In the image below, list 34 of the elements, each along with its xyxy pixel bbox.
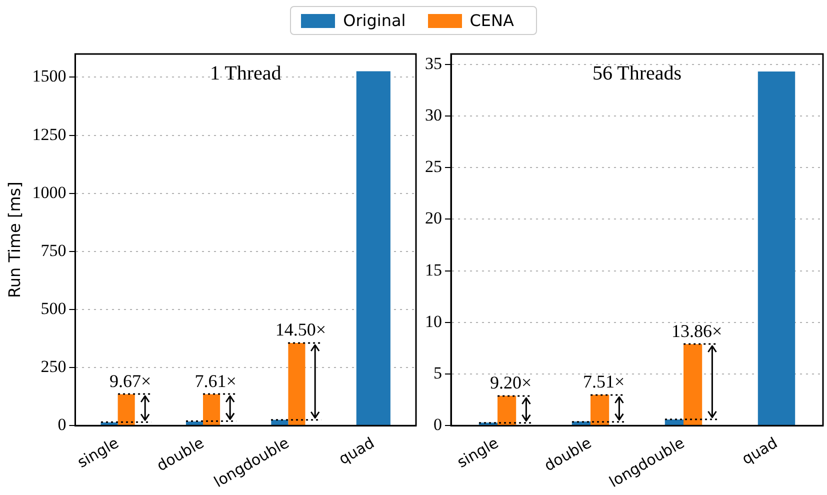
y-tick-label: 1250 <box>32 124 66 144</box>
bar <box>498 396 516 426</box>
annotation: 13.86× <box>671 320 722 341</box>
y-tick-label: 1500 <box>32 66 66 86</box>
annotation: 7.51× <box>582 371 625 392</box>
y-tick-label: 500 <box>40 298 66 318</box>
y-tick-label: 5 <box>434 364 442 383</box>
legend-label: CENA <box>470 11 514 30</box>
y-tick-label: 0 <box>434 415 442 434</box>
y-tick-label: 10 <box>425 312 442 331</box>
annotation: 7.61× <box>194 371 236 392</box>
bar <box>590 394 610 426</box>
chart-title: 56 Threads <box>592 62 682 84</box>
bar <box>288 342 306 426</box>
y-tick-label: 20 <box>425 208 442 228</box>
y-tick-label: 0 <box>58 415 66 434</box>
annotation: 9.67× <box>109 371 152 392</box>
bar <box>203 394 220 426</box>
chart-title: 1 Thread <box>210 62 282 84</box>
legend-label: Original <box>343 11 406 30</box>
y-tick-label: 30 <box>425 105 442 124</box>
bar <box>271 420 288 426</box>
bar <box>684 344 702 426</box>
y-tick-label: 1000 <box>32 182 66 202</box>
y-tick-label: 35 <box>425 54 442 73</box>
y-tick-label: 250 <box>40 357 66 376</box>
y-axis-title: Run Time [ms] <box>4 182 24 298</box>
y-tick-label: 15 <box>425 260 442 280</box>
y-tick-label: 25 <box>425 157 442 176</box>
bar <box>664 419 684 426</box>
annotation: 14.50× <box>275 320 326 340</box>
y-tick-label: 750 <box>40 240 66 260</box>
annotation: 9.20× <box>490 372 532 392</box>
bar <box>118 394 135 426</box>
